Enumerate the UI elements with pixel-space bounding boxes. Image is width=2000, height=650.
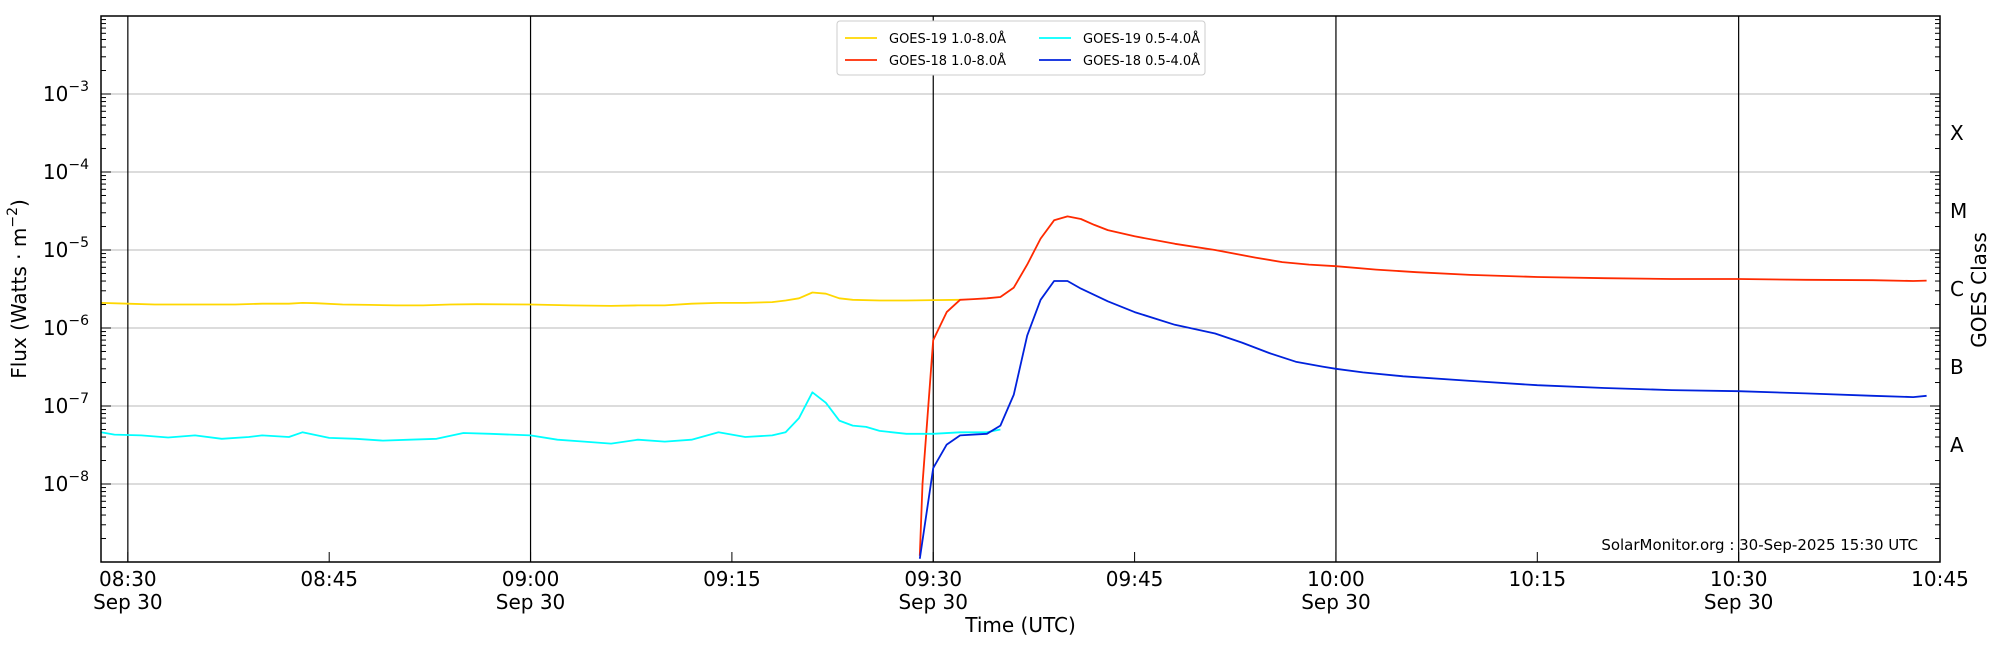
- goes-class-label: M: [1950, 199, 1967, 223]
- legend-box: [836, 20, 1206, 76]
- series-line-3: [100, 391, 1001, 445]
- x-tick-label: 10:15: [1508, 567, 1566, 591]
- y-tick-label: 10−4: [43, 157, 89, 184]
- legend: GOES-19 1.0-8.0Å GOES-19 0.5-4.0Å GOES-18 …: [836, 20, 1206, 76]
- y-axis-title: Flux (Watts · m−2): [5, 199, 31, 379]
- x-tick-label: 09:45: [1106, 567, 1164, 591]
- series-layer: [100, 215, 1927, 559]
- x-tick-date-label: Sep 30: [1704, 590, 1774, 614]
- x-tick-label: 09:15: [703, 567, 761, 591]
- legend-label: GOES-19 1.0-8.0Å: [889, 31, 1006, 47]
- y-tick-label: 10−7: [43, 391, 89, 418]
- x-tick-label: 10:00: [1307, 567, 1365, 591]
- x-tick-date-label: Sep 30: [898, 590, 968, 614]
- x-axis-title: Time (UTC): [964, 613, 1076, 637]
- y-tick-label: 10−5: [43, 235, 89, 262]
- x-tick-date-label: Sep 30: [1301, 590, 1371, 614]
- y2-axis-title: GOES Class: [1967, 232, 1991, 348]
- grid-layer: [101, 16, 1940, 562]
- x-tick-label: 08:45: [300, 567, 358, 591]
- goes-class-label: X: [1950, 121, 1964, 145]
- series-line-2: [918, 215, 1927, 556]
- goes-class-label: C: [1950, 277, 1964, 301]
- x-tick-date-label: Sep 30: [93, 590, 163, 614]
- plot-frame: [100, 15, 1941, 563]
- legend-label: GOES-18 0.5-4.0Å: [1083, 53, 1200, 69]
- series-line-1: [100, 291, 961, 307]
- legend-label: GOES-18 1.0-8.0Å: [889, 53, 1006, 69]
- x-tick-label: 10:45: [1911, 567, 1969, 591]
- x-tick-date-label: Sep 30: [496, 590, 566, 614]
- x-tick-label: 10:30: [1710, 567, 1768, 591]
- y-tick-label: 10−3: [43, 79, 89, 106]
- credit-text: SolarMonitor.org : 30-Sep-2025 15:30 UTC: [1601, 536, 1918, 554]
- goes-class-label: A: [1950, 433, 1964, 457]
- y-tick-label: 10−6: [43, 313, 89, 340]
- goes-class-label: B: [1950, 355, 1964, 379]
- y-tick-label: 10−8: [43, 469, 89, 496]
- x-tick-label: 09:00: [502, 567, 560, 591]
- legend-label: GOES-19 0.5-4.0Å: [1083, 31, 1200, 47]
- x-tick-label: 08:30: [99, 567, 157, 591]
- x-tick-label: 09:30: [904, 567, 962, 591]
- series-line-4: [918, 280, 1927, 559]
